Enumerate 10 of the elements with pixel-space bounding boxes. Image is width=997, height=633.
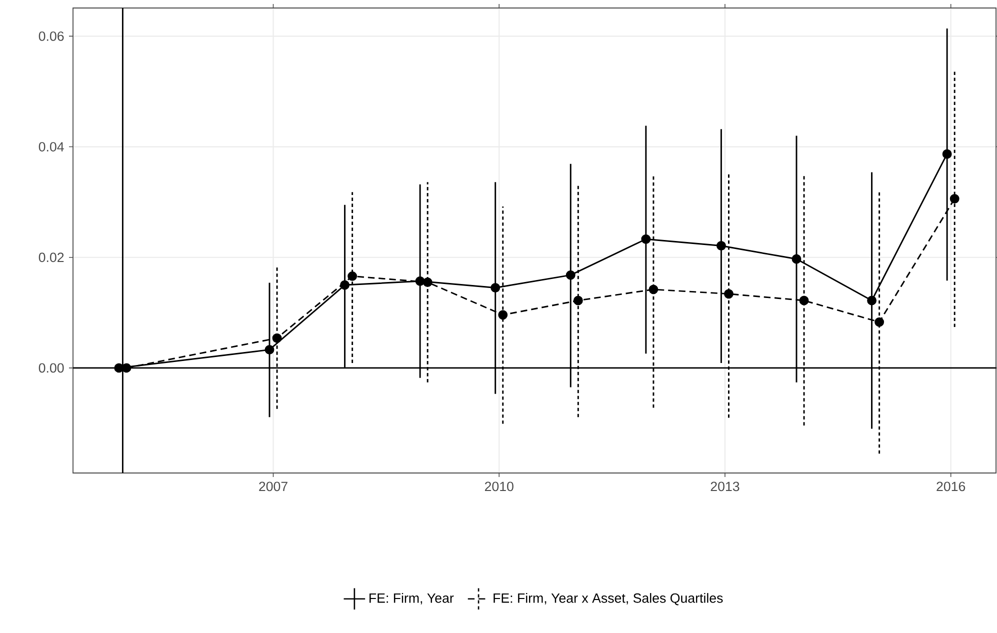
legend-label: FE: Firm, Year: [370, 593, 454, 604]
x-tick-label: 2013: [710, 482, 740, 492]
y-tick-label: 0.04: [38, 142, 64, 152]
x-tick-label: 2010: [484, 482, 514, 492]
y-tick-label: 0.02: [38, 252, 64, 262]
x-tick-label: 2007: [259, 482, 288, 492]
y-tick-label: 0.06: [38, 31, 64, 41]
x-tick-label: 2016: [936, 482, 966, 492]
legend-label: FE: Firm, Year x Asset, Sales Quartiles: [494, 593, 723, 606]
y-tick-label: 0.00: [38, 363, 64, 373]
